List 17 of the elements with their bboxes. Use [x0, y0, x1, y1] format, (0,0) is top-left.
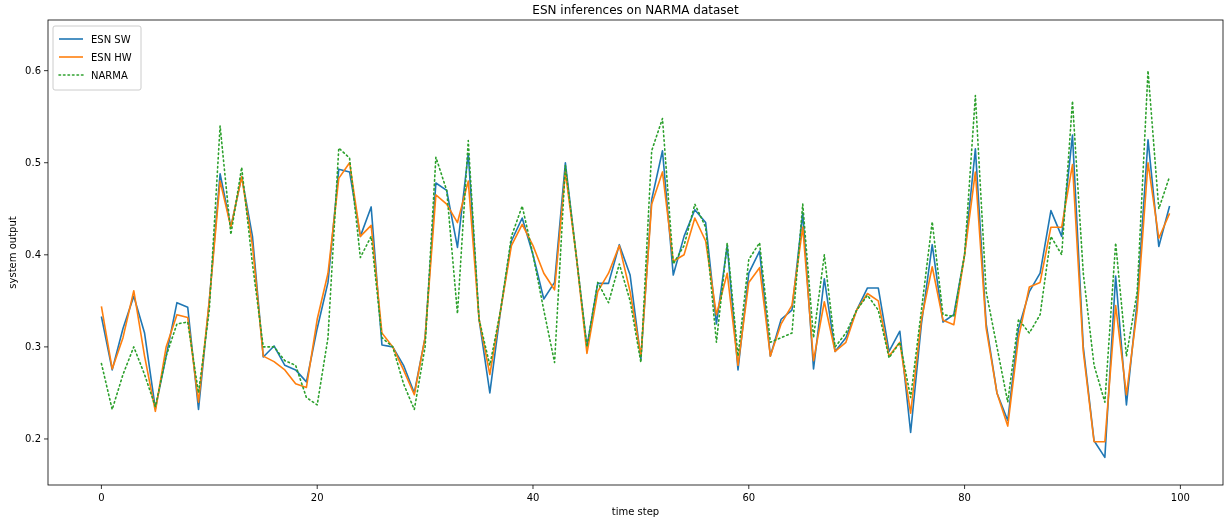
chart-title: ESN inferences on NARMA dataset: [532, 3, 739, 17]
y-axis-title: system output: [7, 216, 18, 289]
y-tick-label: 0.3: [25, 341, 41, 353]
x-tick-label: 40: [526, 492, 540, 503]
x-tick-label: 0: [98, 492, 105, 503]
y-tick-label: 0.4: [25, 249, 41, 261]
x-axis-title: time step: [611, 506, 660, 517]
x-tick-label: 60: [742, 492, 756, 503]
x-tick-label: 20: [310, 492, 324, 503]
legend-label: NARMA: [91, 69, 128, 81]
legend-label: ESN SW: [91, 33, 131, 45]
y-tick-label: 0.6: [25, 65, 41, 77]
x-tick-label: 80: [958, 492, 971, 503]
y-tick-label: 0.5: [25, 157, 41, 169]
legend-label: ESN HW: [91, 51, 132, 63]
x-tick-label: 100: [1170, 492, 1190, 503]
y-tick-label: 0.2: [25, 433, 41, 445]
